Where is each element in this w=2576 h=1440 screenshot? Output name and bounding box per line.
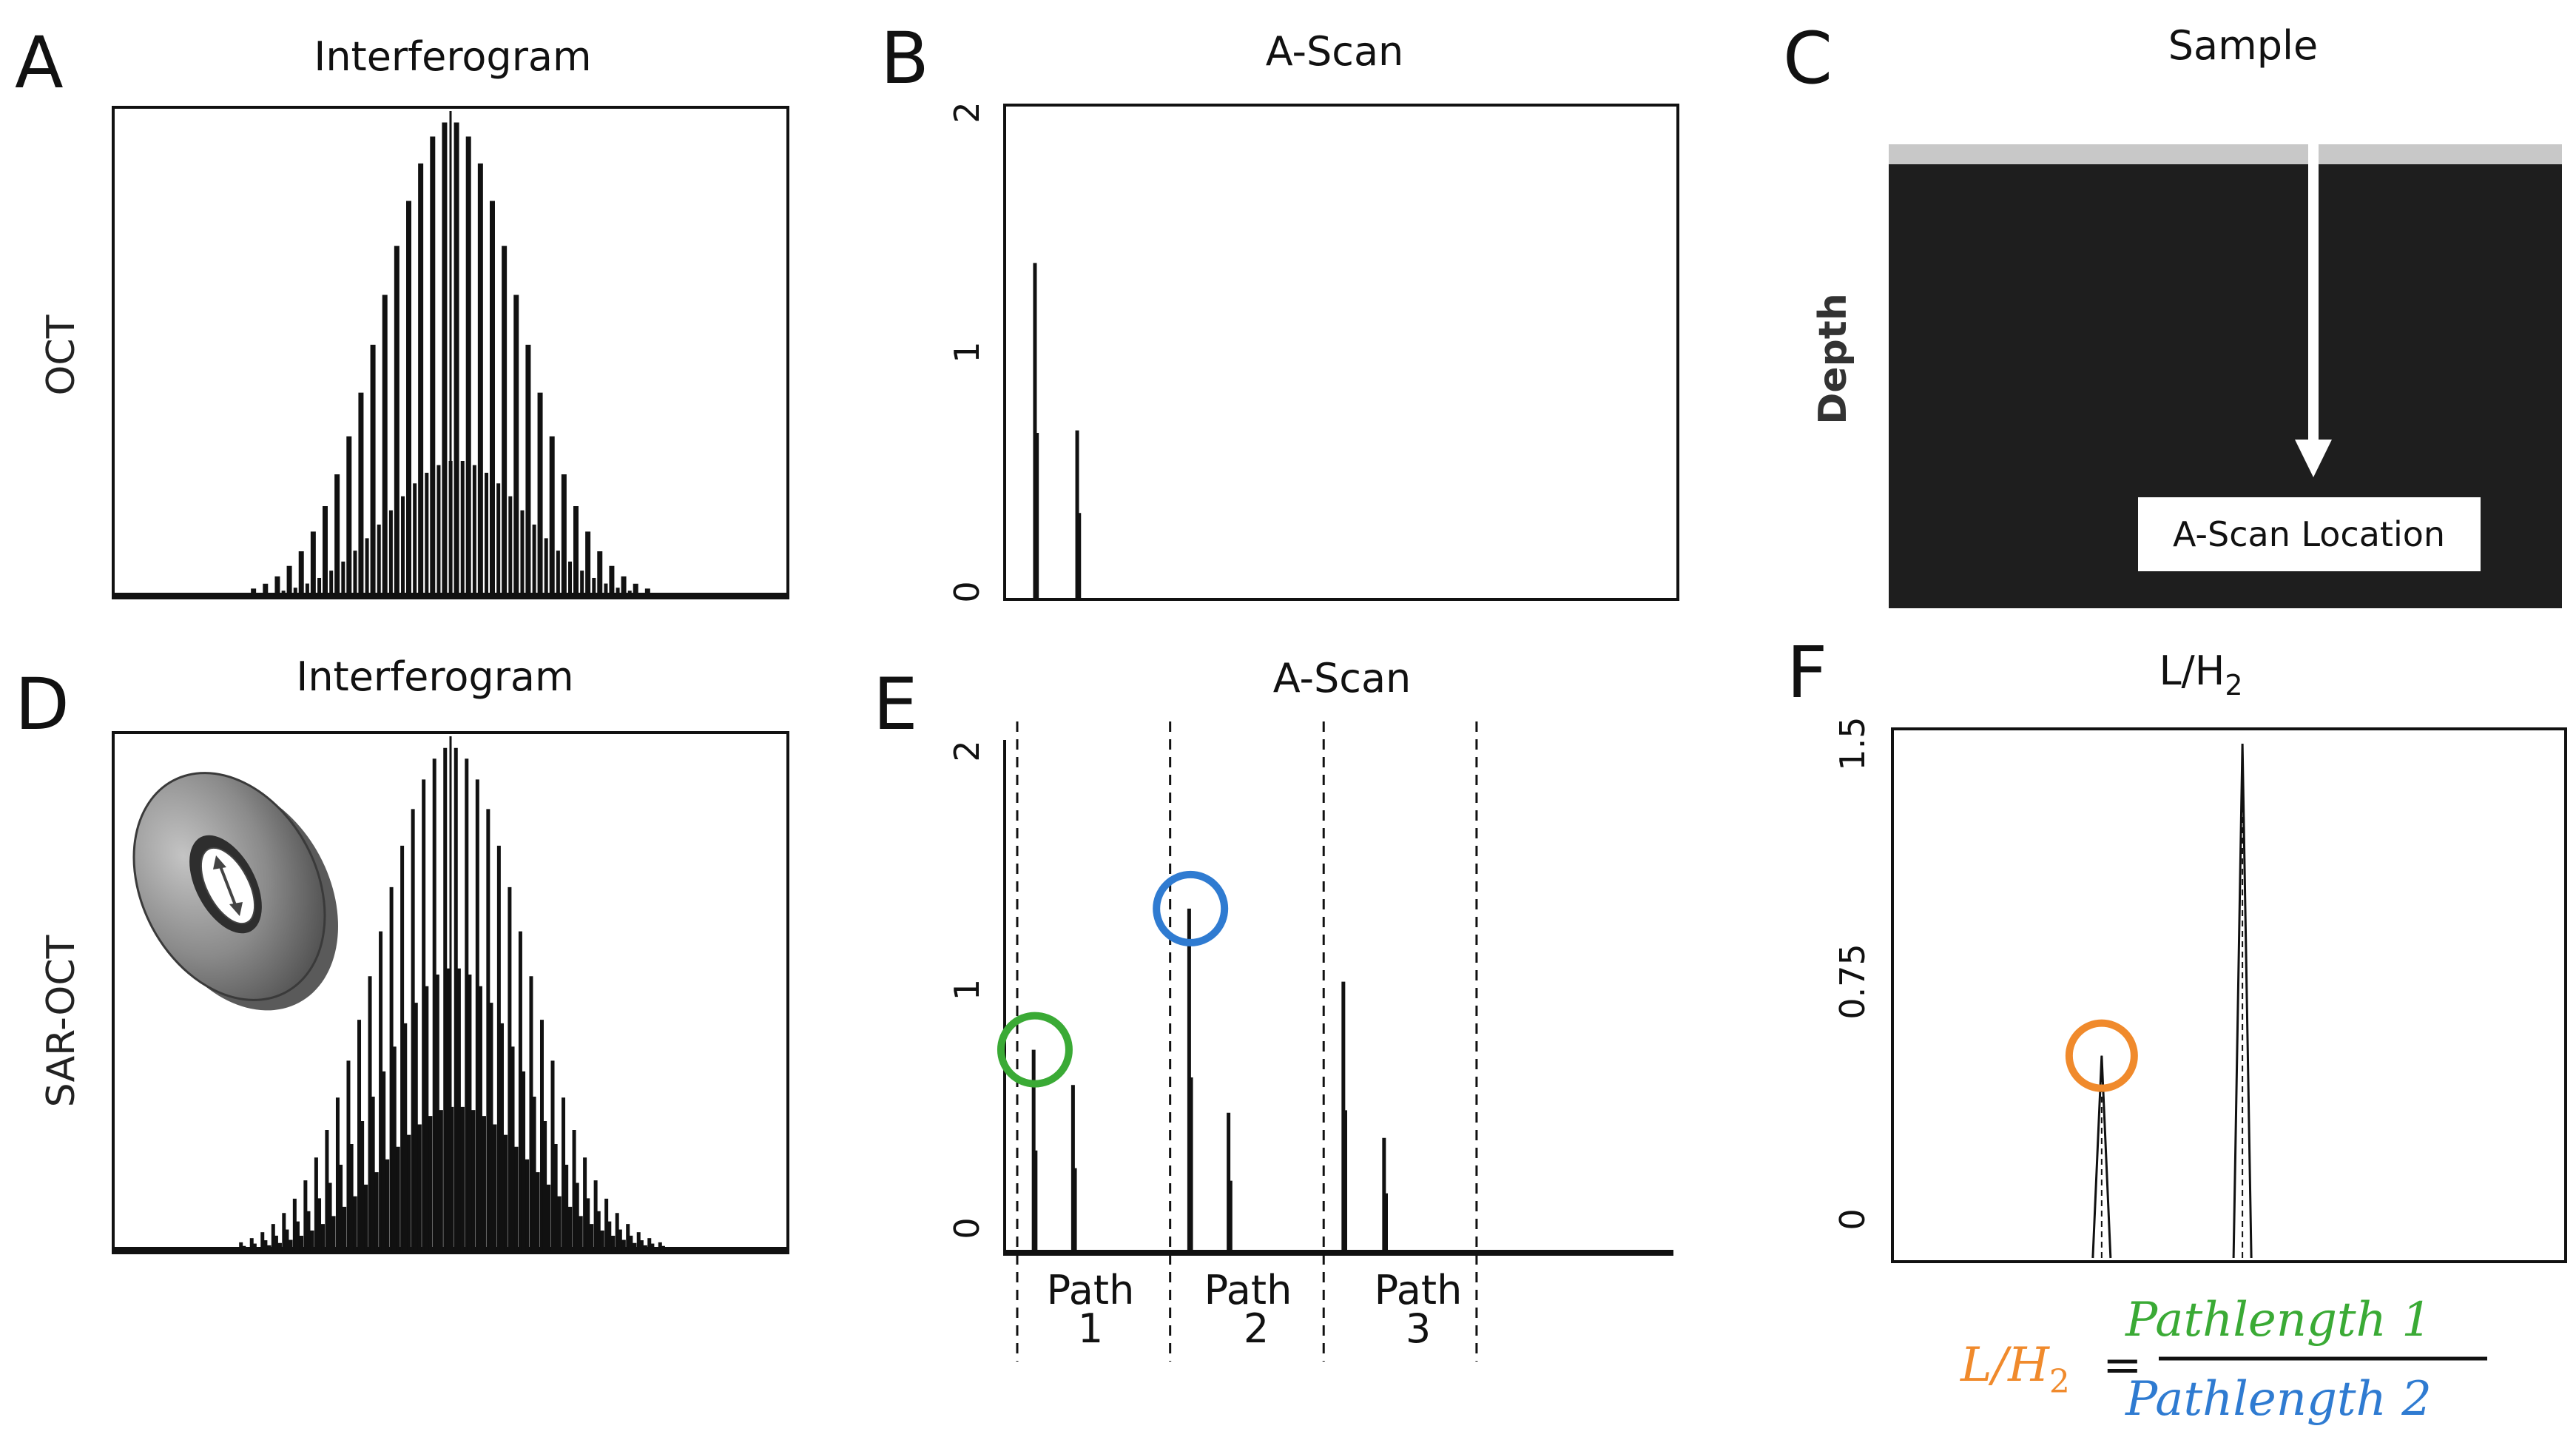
panel-b-ascan: [1033, 263, 1082, 598]
panel-e-path-labels: Path 1 Path 2 Path 3: [1047, 1267, 1463, 1352]
panel-b-title: A-Scan: [1266, 28, 1404, 75]
panel-label-d: D: [15, 663, 70, 746]
orange-highlight-circle: [2065, 1019, 2138, 1092]
y-tick-label: 1.5: [1832, 716, 1872, 770]
panel-d-row-label: SAR-OCT: [39, 935, 84, 1107]
path-1-number: 1: [1078, 1305, 1103, 1352]
depth-label: Depth: [1811, 293, 1855, 425]
panel-a-frame: [112, 106, 789, 599]
path-3-word: Path: [1375, 1267, 1463, 1313]
panel-b-frame: [1003, 104, 1679, 601]
panel-e-dividers: [1016, 721, 1478, 1362]
panel-label-a: A: [15, 21, 64, 104]
panel-d-frame: [112, 731, 789, 1254]
panel-a-interferogram: [115, 111, 786, 597]
panel-f-ratio-plot: [2065, 743, 2253, 1259]
equation-numerator: Pathlength 1: [2125, 1293, 2432, 1348]
sample-surface: [1889, 144, 2562, 166]
ascan-location-box: [2138, 497, 2481, 571]
blue-highlight-circle: [1153, 870, 1229, 946]
equation-denominator: Pathlength 2: [2125, 1372, 2432, 1427]
panel-c-title: Sample: [2168, 22, 2318, 69]
scan-arrow-icon: [2295, 440, 2332, 477]
panel-a-row-label: OCT: [39, 314, 84, 395]
y-tick-label: 0: [1832, 1208, 1872, 1230]
y-tick-label: 2: [947, 101, 987, 123]
equation-lhs: L/H2: [1960, 1338, 2070, 1401]
panel-b-y-ticks: 0 1 2: [947, 101, 987, 602]
panel-d-interferogram: [115, 736, 786, 1251]
green-highlight-circle: [997, 1012, 1073, 1088]
path-3-number: 3: [1406, 1305, 1431, 1352]
panel-a-title: Interferogram: [314, 33, 591, 80]
y-tick-label: 0: [947, 581, 987, 602]
equation-lhs-sub: 2: [2049, 1363, 2070, 1401]
y-tick-label: 1: [947, 341, 987, 363]
panel-f-title-sub: 2: [2225, 669, 2242, 702]
ratio-peak: [2232, 743, 2253, 1259]
ring-illustration-icon: [132, 772, 338, 1011]
path-2-word: Path: [1204, 1267, 1292, 1313]
panel-label-f: F: [1787, 631, 1827, 714]
panel-f-frame: [1891, 727, 2567, 1263]
panel-label-e: E: [873, 663, 918, 746]
y-tick-label: 0: [947, 1217, 987, 1239]
path-2-number: 2: [1244, 1305, 1269, 1352]
panel-d-title: Interferogram: [296, 653, 573, 700]
panel-label-c: C: [1783, 17, 1832, 100]
y-tick-label: 1: [947, 979, 987, 1000]
panel-label-b: B: [880, 17, 929, 100]
y-tick-label: 2: [947, 740, 987, 761]
panel-e-ascan: [997, 870, 1388, 1251]
y-tick-label: 0.75: [1832, 943, 1872, 1019]
panel-e-y-ticks: 0 1 2: [947, 740, 987, 1239]
panel-e-title: A-Scan: [1273, 655, 1412, 702]
equation-lhs-main: L/H: [1960, 1338, 2050, 1393]
panel-f-title: L/H2: [2159, 647, 2242, 702]
equation-equals: =: [2103, 1338, 2142, 1393]
ascan-location-text: A-Scan Location: [2173, 514, 2445, 554]
panel-f-title-main: L/H: [2159, 647, 2225, 694]
path-1-word: Path: [1047, 1267, 1135, 1313]
panel-f-y-ticks: 0 0.75 1.5: [1832, 716, 1872, 1230]
